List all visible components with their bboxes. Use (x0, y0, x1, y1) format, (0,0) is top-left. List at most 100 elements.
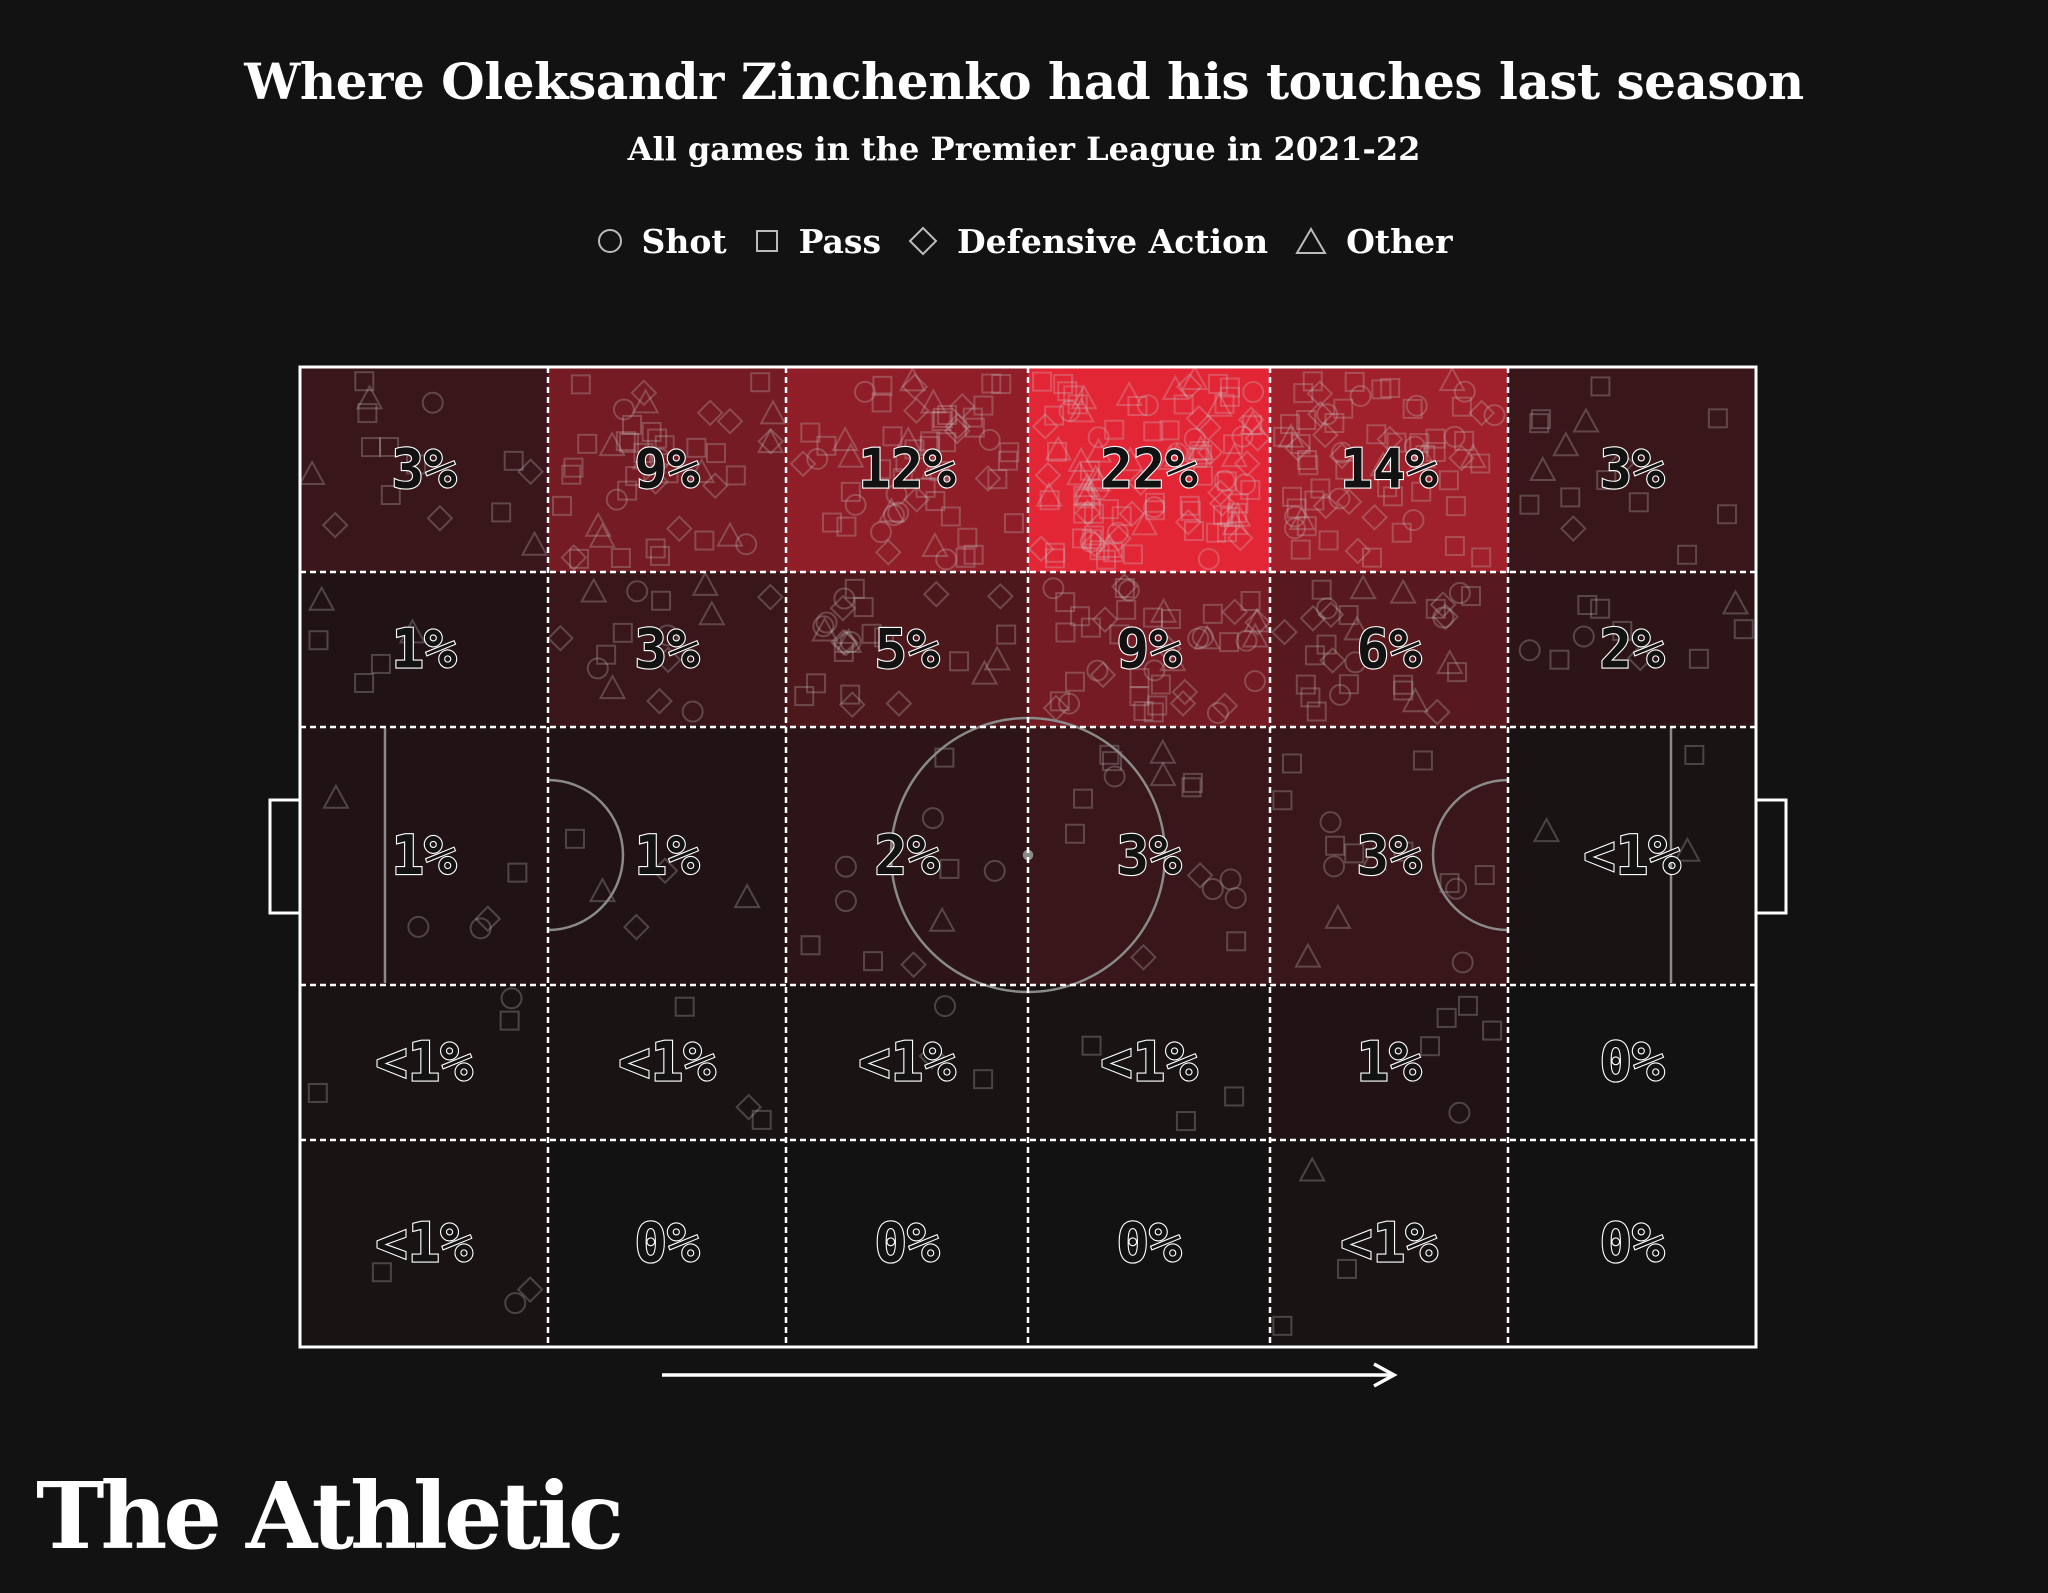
touch-marker-square (1293, 383, 1314, 404)
legend: Shot Pass Defensive Action Other (0, 215, 2048, 267)
touch-marker-diamond (1186, 862, 1214, 889)
touch-marker-square (1590, 376, 1611, 397)
touch-marker-square (1325, 835, 1346, 856)
touch-marker-square (1047, 441, 1068, 462)
left-penalty-arc (547, 778, 625, 932)
touch-marker-circle (870, 521, 893, 544)
touch-marker-square (1109, 624, 1130, 645)
diamond-icon (908, 226, 938, 256)
touch-marker-triangle (520, 530, 549, 556)
touch-marker-square (751, 1109, 772, 1130)
touch-marker-circle (612, 398, 635, 421)
legend-item-defensive-action: Defensive Action (907, 222, 1268, 261)
touch-marker-circle (500, 987, 523, 1010)
touch-marker-square (1127, 395, 1148, 416)
touch-marker-circle (933, 995, 956, 1018)
cell-label: <1% (858, 1031, 956, 1094)
touch-marker-diamond (902, 397, 930, 425)
touch-marker-triangle (1241, 622, 1269, 648)
touch-marker-circle (1235, 629, 1258, 652)
touch-marker-square (1122, 544, 1143, 565)
touch-marker-square (1192, 465, 1213, 486)
touch-marker-diamond (1089, 661, 1117, 689)
touch-marker-circle (1136, 394, 1159, 417)
touch-marker-diamond (1237, 406, 1265, 434)
touch-marker-diamond (1233, 450, 1261, 478)
touch-marker-square (1219, 386, 1240, 407)
touch-marker-triangle (1349, 574, 1377, 600)
touch-marker-square (1338, 674, 1359, 695)
touch-marker-diamond (517, 458, 545, 486)
touch-marker-diamond (1429, 591, 1457, 619)
touch-marker-square (1129, 668, 1150, 689)
touch-marker-diamond (1468, 399, 1496, 427)
touch-marker-circle (1323, 855, 1346, 878)
touch-marker-square (1073, 485, 1094, 506)
touch-marker-square (570, 374, 591, 395)
touch-marker-circle (1143, 496, 1166, 519)
touch-marker-triangle (920, 454, 948, 480)
touch-marker-circle (504, 1292, 527, 1315)
touch-marker-circle (1087, 426, 1110, 449)
touch-marker-square (1733, 619, 1754, 640)
touch-marker-circle (1453, 380, 1476, 403)
touch-marker-square (750, 372, 771, 393)
touch-marker-triangle (307, 585, 336, 611)
touch-marker-triangle (1298, 1156, 1326, 1182)
touch-marker-diamond (1312, 492, 1340, 520)
touch-marker-circle (806, 448, 829, 471)
legend-item-pass: Pass (753, 222, 881, 261)
touch-marker-diamond (1194, 414, 1222, 442)
touch-marker-square (1409, 433, 1430, 454)
touch-marker-square (1324, 412, 1345, 433)
touch-marker-triangle (1529, 455, 1557, 482)
touch-marker-square (1402, 398, 1423, 419)
touch-marker-square (308, 630, 329, 651)
touch-marker-triangle (1294, 942, 1322, 968)
touch-marker-square (651, 590, 672, 611)
touch-marker-diamond (900, 951, 927, 979)
touch-marker-square (940, 506, 961, 527)
touch-marker-square (871, 459, 892, 480)
touch-marker-square (1182, 772, 1203, 793)
touch-marker-triangle (1243, 607, 1271, 633)
touch-marker-triangle (1224, 501, 1252, 527)
touch-marker-triangle (687, 457, 716, 484)
touch-marker-square (987, 469, 1008, 490)
cell-label: 3% (391, 438, 457, 501)
touch-marker-square (406, 454, 427, 475)
zone-grid (300, 367, 1756, 1347)
touch-marker-square (963, 544, 984, 565)
touch-marker-square (1290, 539, 1311, 560)
touch-marker-triangle (1130, 510, 1159, 536)
touch-marker-square (617, 480, 638, 501)
touch-marker-triangle (1673, 836, 1702, 862)
touch-marker-diamond (1376, 425, 1404, 453)
touch-marker-triangle (1459, 443, 1487, 469)
cell-label: 0% (1599, 1031, 1665, 1094)
touch-marker-square (833, 641, 854, 662)
touch-marker-triangle (691, 570, 719, 596)
heatmap-cell (1270, 985, 1508, 1140)
touch-marker-circle (1103, 765, 1126, 788)
touch-marker-triangle (1065, 460, 1094, 486)
legend-label-shot: Shot (641, 221, 727, 261)
brand-logo: The Athletic (36, 1462, 624, 1570)
touch-marker-diamond (756, 583, 784, 611)
touch-marker-square (1344, 371, 1365, 392)
touch-marker-square (1439, 873, 1460, 894)
touch-marker-triangle (1163, 442, 1191, 468)
touch-marker-circle (1087, 478, 1110, 501)
touch-marker-triangle (919, 388, 948, 414)
touch-marker-square (1175, 1111, 1196, 1132)
heatmap-cell (1028, 727, 1270, 985)
touch-marker-square (1425, 428, 1446, 449)
touch-marker-square (1206, 522, 1227, 543)
touch-marker-triangle (1181, 365, 1209, 391)
touch-marker-square (1180, 500, 1201, 521)
touch-marker-square (1214, 393, 1235, 414)
touch-marker-triangle (1401, 687, 1429, 713)
touch-marker-circle (1106, 521, 1129, 544)
touch-marker-circle (1283, 517, 1306, 540)
touch-marker-square (1096, 549, 1117, 570)
